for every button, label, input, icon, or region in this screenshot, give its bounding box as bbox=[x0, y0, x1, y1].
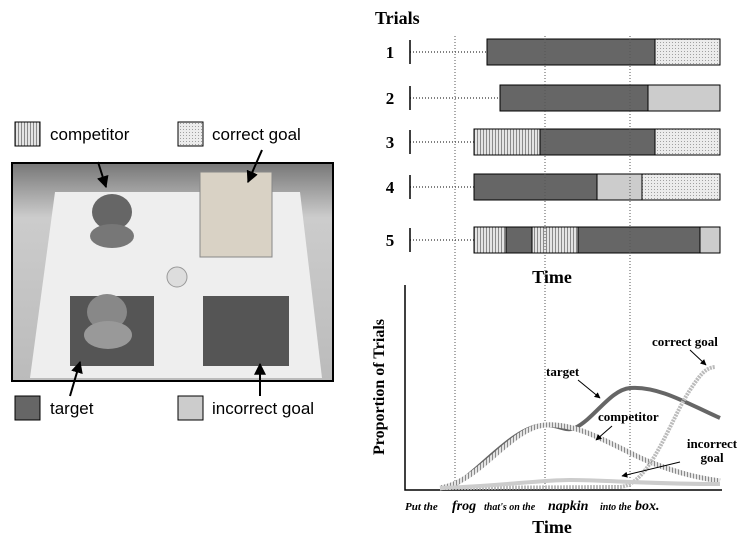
legend-label: competitor bbox=[50, 125, 130, 144]
segment bbox=[655, 129, 720, 155]
sentence-word: that's on the bbox=[484, 502, 536, 513]
sentence-word: Put the bbox=[405, 501, 438, 513]
row-label: 5 bbox=[386, 231, 395, 250]
trials-title: Trials bbox=[375, 8, 420, 28]
x-axis-label: Time bbox=[532, 517, 572, 537]
sentence-word: napkin bbox=[548, 499, 589, 514]
segment bbox=[532, 227, 578, 253]
axis-label: Time bbox=[532, 267, 572, 287]
segment bbox=[474, 129, 540, 155]
axes bbox=[405, 285, 722, 490]
segment bbox=[474, 227, 506, 253]
frog-body bbox=[90, 224, 134, 248]
ball bbox=[167, 267, 187, 287]
segment bbox=[578, 227, 700, 253]
figure: competitor correct goal target incorrect… bbox=[0, 0, 741, 540]
curve-label: competitor bbox=[598, 409, 659, 424]
box bbox=[200, 172, 272, 257]
swatch-target bbox=[15, 396, 40, 420]
segment bbox=[540, 129, 655, 155]
frog-body bbox=[84, 321, 132, 349]
swatch-incorrect-goal bbox=[178, 396, 203, 420]
y-axis-label: Proportion of Trials bbox=[371, 319, 388, 455]
row-label: 3 bbox=[386, 133, 395, 152]
curve-label: goal bbox=[700, 450, 724, 465]
proportion-plot: correct goal target competitor incorrect… bbox=[371, 285, 738, 537]
segment bbox=[642, 174, 720, 200]
row-label: 4 bbox=[386, 178, 395, 197]
segment bbox=[655, 39, 720, 65]
sentence-word: box. bbox=[635, 499, 660, 514]
swatch-competitor bbox=[15, 122, 40, 146]
trial-rows: 1 2 3 4 5 bbox=[386, 39, 720, 253]
segment bbox=[648, 85, 720, 111]
segment bbox=[506, 227, 532, 253]
arrow bbox=[578, 380, 600, 398]
legend-label: target bbox=[50, 399, 94, 418]
row-label: 2 bbox=[386, 89, 395, 108]
curve-incorrect-goal bbox=[440, 480, 720, 488]
sentence-word: into the bbox=[600, 502, 632, 513]
curve-label: incorrect bbox=[687, 436, 738, 451]
segment bbox=[700, 227, 720, 253]
sentence-word: frog bbox=[452, 499, 476, 514]
segment bbox=[597, 174, 642, 200]
row-label: 1 bbox=[386, 43, 395, 62]
legend-label: incorrect goal bbox=[212, 399, 314, 418]
legend-label: correct goal bbox=[212, 125, 301, 144]
arrow bbox=[690, 350, 706, 365]
segment bbox=[474, 174, 597, 200]
swatch-correct-goal bbox=[178, 122, 203, 146]
napkin-incorrect bbox=[203, 296, 289, 366]
segment bbox=[500, 85, 648, 111]
sentence: Put the frog that's on the napkin into t… bbox=[405, 499, 660, 514]
curve-label: correct goal bbox=[652, 334, 718, 349]
curve-label: target bbox=[546, 364, 580, 379]
photo bbox=[12, 150, 333, 396]
